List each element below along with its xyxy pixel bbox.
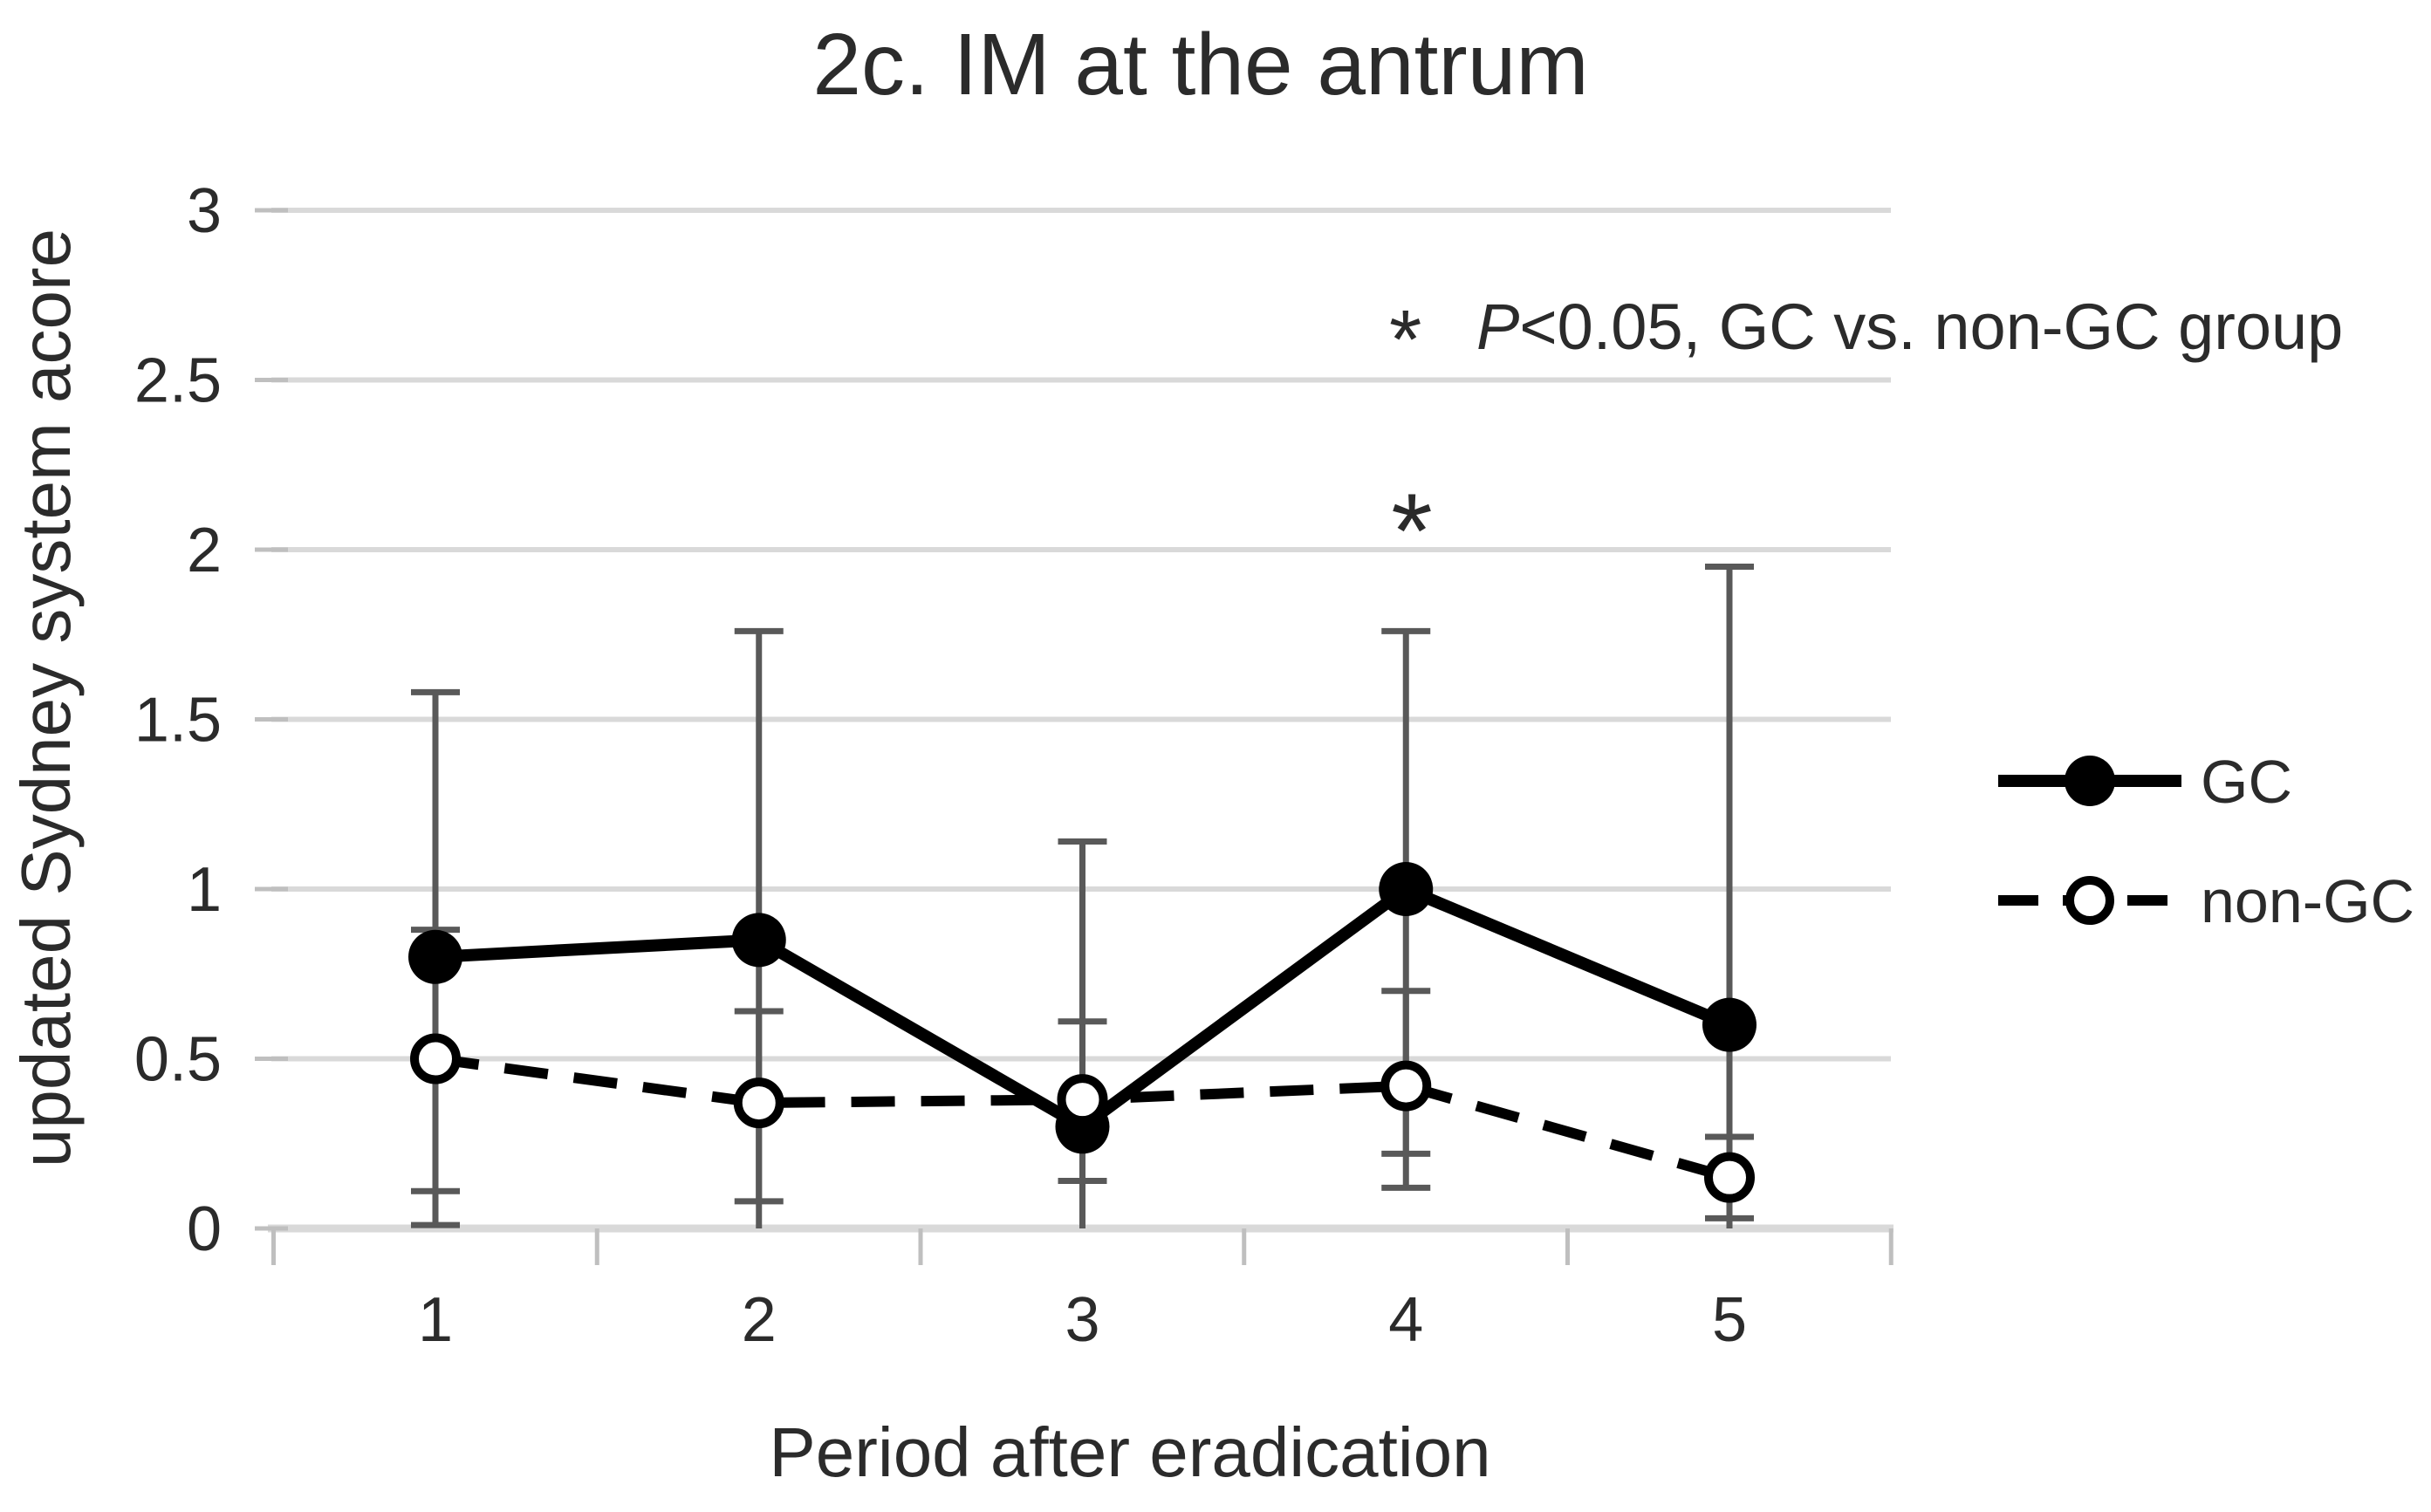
y-axis-title: updated Sydney system acore	[7, 229, 85, 1167]
y-tick-label: 0.5	[134, 1025, 222, 1095]
chart-title: 2c. IM at the antrum	[812, 16, 1588, 113]
x-tick-label: 1	[418, 1285, 453, 1355]
marker-gc	[1702, 997, 1756, 1052]
series-markers	[408, 862, 1756, 1203]
y-tick-label: 1.5	[134, 686, 222, 756]
marker-non-gc	[1057, 1074, 1108, 1125]
x-tick-label: 4	[1388, 1285, 1423, 1355]
x-tick-label: 2	[742, 1285, 777, 1355]
y-tick-label: 3	[187, 176, 222, 246]
x-tick-label: 3	[1065, 1285, 1099, 1355]
marker-non-gc	[1704, 1152, 1755, 1203]
y-tick-label: 2	[187, 516, 222, 585]
marker-gc	[1379, 862, 1434, 916]
significance-asterisk: *	[1391, 471, 1432, 590]
marker-non-gc	[410, 1033, 461, 1084]
x-tick-label: 5	[1712, 1285, 1747, 1355]
note-asterisk-icon: *	[1389, 293, 1421, 387]
tick-labels: 0 0.5 1 1.5 2 2.5 3 1 2 3 4 5	[134, 176, 1747, 1355]
legend: GC non-GC	[1998, 748, 2414, 935]
y-tick-label: 2.5	[134, 346, 222, 416]
marker-gc	[408, 929, 462, 984]
legend-gc-marker-icon	[2065, 756, 2115, 806]
note-p-italic: P	[1476, 291, 1519, 363]
note-text: P<0.05, GC vs. non-GC group	[1476, 291, 2343, 363]
legend-gc-label: GC	[2201, 748, 2292, 816]
legend-non-gc-label: non-GC	[2201, 867, 2414, 935]
marker-gc	[731, 913, 786, 968]
y-tick-label: 1	[187, 855, 222, 925]
x-axis-title: Period after eradication	[769, 1413, 1490, 1491]
legend-non-gc-marker-icon	[2065, 876, 2114, 925]
marker-non-gc	[733, 1078, 784, 1129]
note-rest: <0.05, GC vs. non-GC group	[1519, 291, 2343, 363]
y-tick-label: 0	[187, 1194, 222, 1264]
significance-note: * P<0.05, GC vs. non-GC group	[1389, 291, 2343, 387]
marker-non-gc	[1380, 1060, 1432, 1112]
